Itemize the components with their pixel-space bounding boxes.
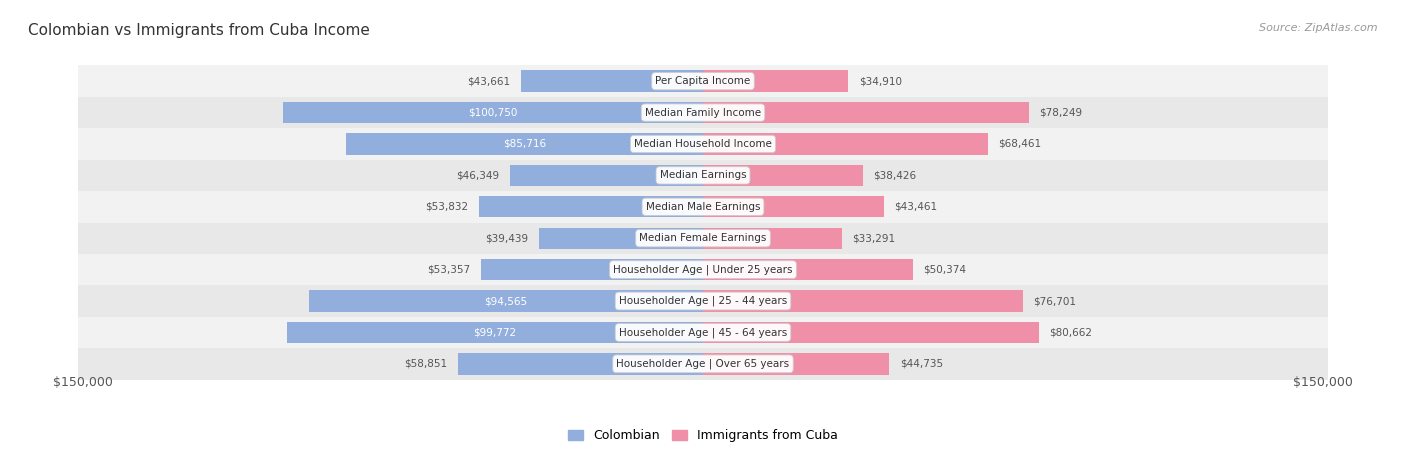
Bar	[481, 259, 703, 280]
Bar	[79, 65, 1327, 97]
Bar	[703, 71, 848, 92]
Bar	[703, 353, 890, 375]
Bar	[79, 222, 1327, 254]
Bar	[458, 353, 703, 375]
Text: $78,249: $78,249	[1039, 107, 1083, 118]
Text: Colombian vs Immigrants from Cuba Income: Colombian vs Immigrants from Cuba Income	[28, 23, 370, 38]
Bar	[703, 196, 884, 218]
Text: Householder Age | 45 - 64 years: Householder Age | 45 - 64 years	[619, 327, 787, 338]
Bar	[703, 227, 842, 249]
Text: $39,439: $39,439	[485, 233, 529, 243]
Text: $46,349: $46,349	[457, 170, 499, 180]
Bar	[283, 102, 703, 123]
Text: Median Household Income: Median Household Income	[634, 139, 772, 149]
Text: Median Female Earnings: Median Female Earnings	[640, 233, 766, 243]
Text: $44,735: $44,735	[900, 359, 943, 369]
Text: $99,772: $99,772	[474, 327, 517, 338]
Text: Householder Age | Over 65 years: Householder Age | Over 65 years	[616, 359, 790, 369]
Text: Householder Age | Under 25 years: Householder Age | Under 25 years	[613, 264, 793, 275]
Text: $68,461: $68,461	[998, 139, 1042, 149]
Text: $94,565: $94,565	[485, 296, 527, 306]
Text: $38,426: $38,426	[873, 170, 917, 180]
Bar	[703, 165, 863, 186]
Bar	[703, 133, 988, 155]
Bar	[79, 97, 1327, 128]
Bar	[287, 322, 703, 343]
Text: $33,291: $33,291	[852, 233, 896, 243]
Bar	[79, 160, 1327, 191]
Bar	[703, 102, 1029, 123]
Bar	[79, 348, 1327, 380]
Text: $50,374: $50,374	[924, 265, 966, 275]
Text: $34,910: $34,910	[859, 76, 901, 86]
Text: $150,000: $150,000	[53, 376, 112, 389]
Text: $43,461: $43,461	[894, 202, 938, 212]
Bar	[79, 191, 1327, 222]
Text: Median Family Income: Median Family Income	[645, 107, 761, 118]
Bar	[703, 290, 1022, 311]
Bar	[538, 227, 703, 249]
Bar	[510, 165, 703, 186]
Text: $53,357: $53,357	[427, 265, 470, 275]
Text: $80,662: $80,662	[1049, 327, 1092, 338]
Text: $53,832: $53,832	[425, 202, 468, 212]
Bar	[703, 259, 912, 280]
Text: Median Male Earnings: Median Male Earnings	[645, 202, 761, 212]
Bar	[79, 254, 1327, 285]
Text: $85,716: $85,716	[503, 139, 546, 149]
Text: $43,661: $43,661	[468, 76, 510, 86]
Bar	[79, 128, 1327, 160]
Text: $76,701: $76,701	[1033, 296, 1076, 306]
Legend: Colombian, Immigrants from Cuba: Colombian, Immigrants from Cuba	[562, 425, 844, 447]
Text: $150,000: $150,000	[1294, 376, 1353, 389]
Text: Source: ZipAtlas.com: Source: ZipAtlas.com	[1260, 23, 1378, 33]
Bar	[522, 71, 703, 92]
Text: Householder Age | 25 - 44 years: Householder Age | 25 - 44 years	[619, 296, 787, 306]
Bar	[346, 133, 703, 155]
Bar	[309, 290, 703, 311]
Text: $58,851: $58,851	[405, 359, 447, 369]
Bar	[478, 196, 703, 218]
Bar	[79, 285, 1327, 317]
Text: Median Earnings: Median Earnings	[659, 170, 747, 180]
Bar	[703, 322, 1039, 343]
Bar	[79, 317, 1327, 348]
Text: $100,750: $100,750	[468, 107, 517, 118]
Text: Per Capita Income: Per Capita Income	[655, 76, 751, 86]
